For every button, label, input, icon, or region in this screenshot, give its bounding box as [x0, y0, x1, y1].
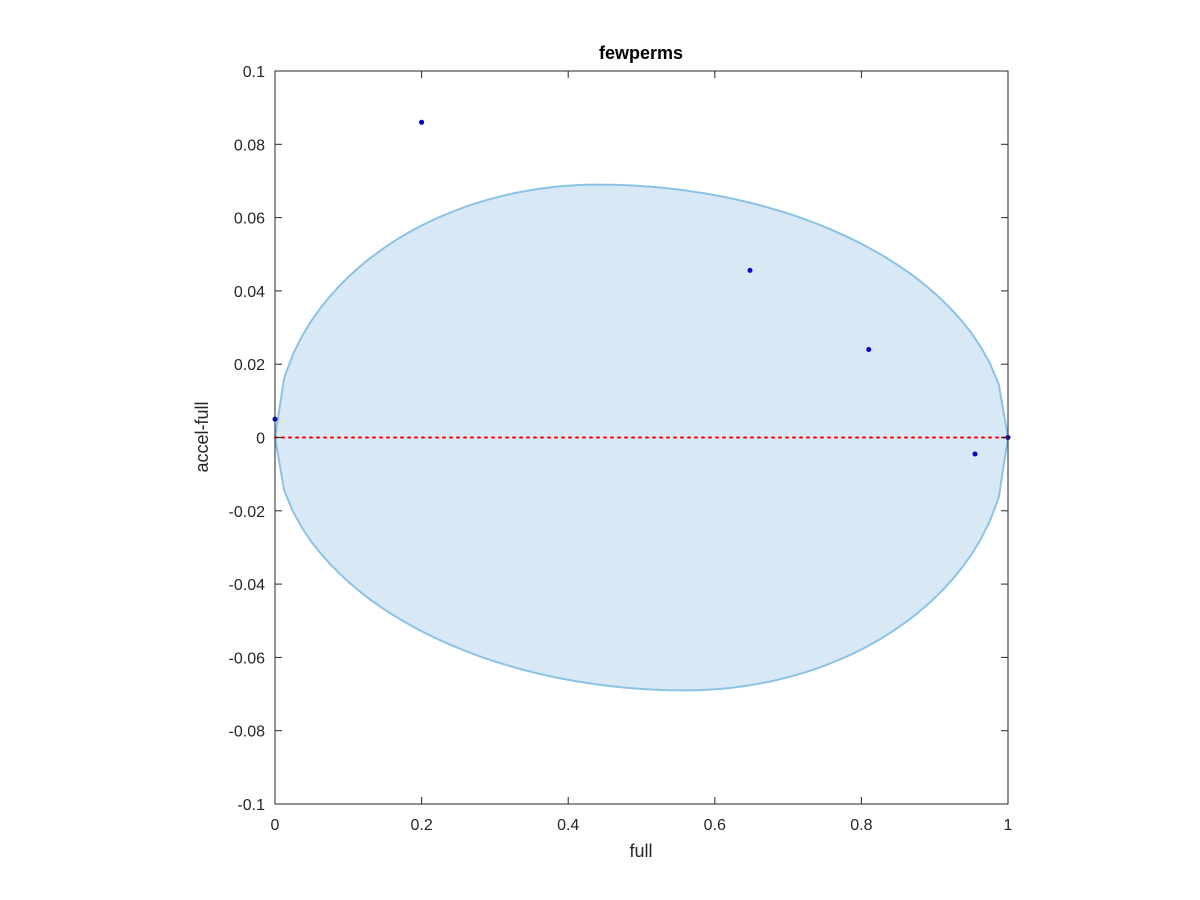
y-tick-label: 0.08 — [234, 137, 265, 154]
y-axis-label: accel-full — [192, 401, 212, 472]
data-point — [972, 451, 978, 457]
y-axis-ticks: 0.1 0.08 0.06 0.04 0.02 0 -0.02 -0.04 -0.06 -0.08… — [229, 64, 1008, 814]
y-tick-label: 0.1 — [243, 64, 265, 81]
x-axis-label: full — [629, 841, 652, 861]
x-tick-label: 0.2 — [410, 817, 432, 834]
x-tick-label: 1 — [1004, 817, 1013, 834]
x-tick-label: 0 — [271, 817, 280, 834]
x-tick-label: 0.6 — [704, 817, 726, 834]
chart-title: fewperms — [599, 43, 683, 63]
x-axis-ticks: 0 0.2 0.4 0.6 0.8 1 — [271, 71, 1013, 834]
data-points — [272, 119, 1011, 457]
y-tick-label: -0.02 — [229, 504, 266, 521]
y-tick-label: 0.04 — [234, 284, 265, 301]
y-tick-label: -0.04 — [229, 577, 266, 594]
y-tick-label: 0.06 — [234, 211, 265, 228]
y-tick-label: -0.06 — [229, 650, 266, 667]
y-tick-label: -0.1 — [237, 797, 265, 814]
x-tick-label: 0.8 — [850, 817, 872, 834]
data-point — [866, 347, 872, 353]
data-point — [419, 119, 425, 125]
y-tick-label: -0.08 — [229, 724, 266, 741]
data-point — [747, 267, 753, 273]
y-tick-label: 0.02 — [234, 357, 265, 374]
x-tick-label: 0.4 — [557, 817, 579, 834]
y-tick-label: 0 — [256, 431, 265, 448]
